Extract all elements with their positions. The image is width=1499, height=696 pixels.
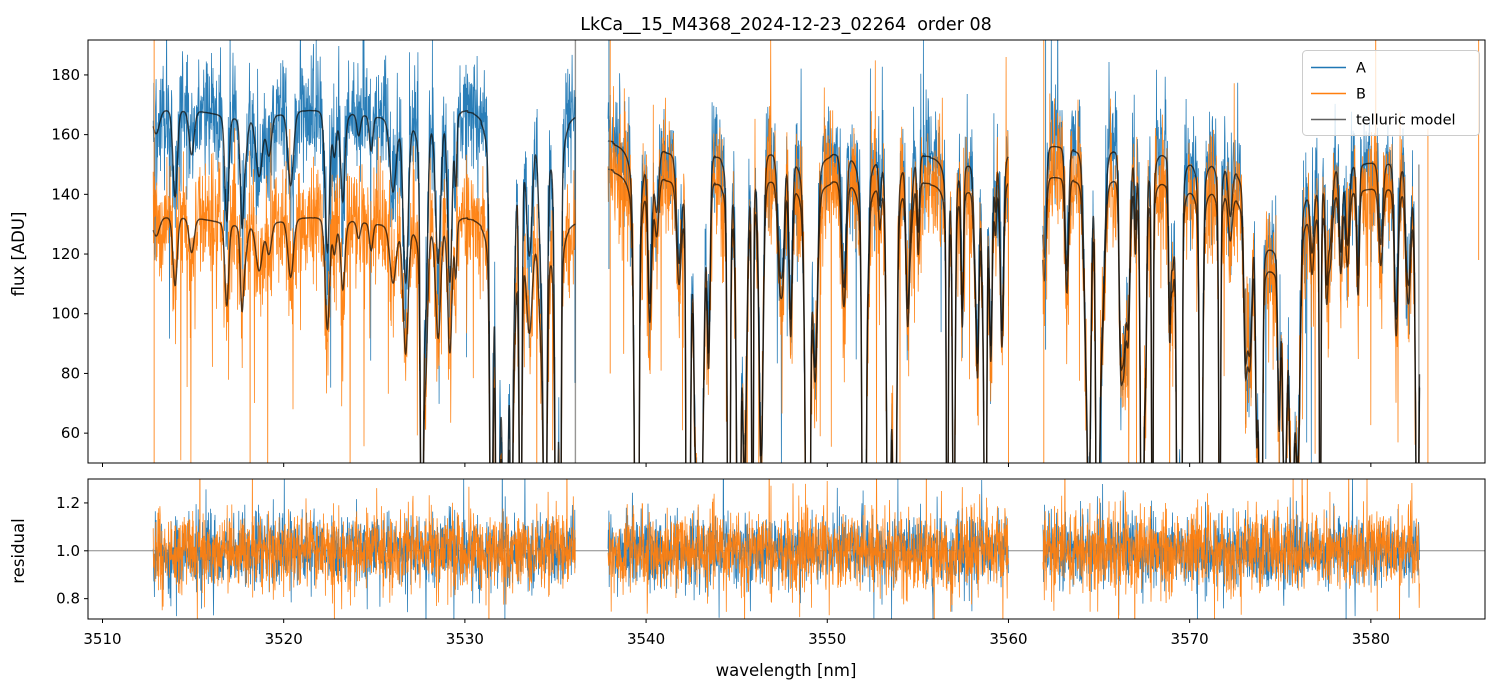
legend-label-a: A — [1356, 61, 1366, 77]
y-tick-label-residual: 0.8 — [56, 590, 80, 608]
y-tick-label-flux: 60 — [61, 424, 80, 442]
x-axis-label: wavelength [nm] — [716, 661, 857, 680]
legend: A B telluric model — [1302, 50, 1480, 136]
x-tick-label: 3520 — [265, 630, 303, 648]
legend-label-b: B — [1356, 87, 1366, 103]
residual-axes-frame — [87, 478, 1486, 620]
axis-ticks: 3510 3520 3530 3540 3550 3560 3570 3580 60 80 100 1… — [51, 66, 1390, 648]
y-tick-label-flux: 180 — [51, 66, 80, 84]
legend-frame — [1302, 50, 1480, 136]
chart-title: LkCa__15_M4368_2024-12-23_02264 order 08 — [580, 15, 991, 35]
x-tick-label: 3560 — [989, 630, 1027, 648]
y-tick-label-flux: 140 — [51, 185, 80, 203]
legend-entry-b: B — [1311, 87, 1366, 103]
x-tick-label: 3540 — [627, 630, 665, 648]
flux-panel-series — [152, 40, 1480, 463]
y-tick-label-residual: 1.0 — [56, 542, 80, 560]
y-tick-label-residual: 1.2 — [56, 494, 80, 512]
y-tick-label-flux: 120 — [51, 245, 80, 263]
x-tick-label: 3510 — [83, 630, 121, 648]
series-b-flux — [152, 40, 1420, 463]
x-tick-label: 3570 — [1171, 630, 1209, 648]
legend-label-telluric-model: telluric model — [1356, 113, 1456, 129]
residual-y-axis-label: residual — [9, 518, 28, 583]
flux-y-axis-label: flux [ADU] — [9, 212, 28, 297]
y-tick-label-flux: 160 — [51, 126, 80, 144]
y-tick-label-flux: 80 — [61, 364, 80, 382]
y-tick-label-flux: 100 — [51, 305, 80, 323]
legend-entry-a: A — [1311, 61, 1366, 77]
flux-axes-frame — [87, 39, 1486, 464]
legend-entry-telluric-model: telluric model — [1311, 113, 1456, 129]
series-b-residual — [152, 479, 1420, 619]
x-tick-label: 3580 — [1352, 630, 1390, 648]
telluric-model-b — [152, 168, 1421, 463]
residual-panel-series — [88, 479, 1485, 619]
x-tick-label: 3550 — [808, 630, 846, 648]
x-tick-label: 3530 — [446, 630, 484, 648]
